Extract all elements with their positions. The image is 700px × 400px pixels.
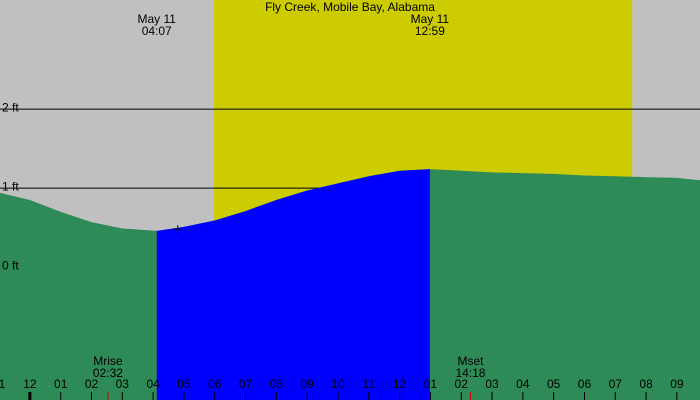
rising-tide-area [156, 169, 430, 400]
event-date: May 11 [137, 12, 176, 26]
moon-label: Mset [457, 354, 484, 368]
x-tick-label: 02 [85, 377, 99, 391]
x-tick-label: 07 [239, 377, 253, 391]
x-tick-label: 01 [424, 377, 438, 391]
x-tick-label: 11 [363, 377, 376, 391]
x-tick-label: 03 [485, 377, 499, 391]
x-tick-label: 10 [331, 377, 345, 391]
moon-time: 02:32 [93, 366, 123, 380]
x-tick-label: 06 [578, 377, 592, 391]
x-tick-label: 01 [54, 377, 68, 391]
x-tick-label: 09 [300, 377, 314, 391]
chart-title: Fly Creek, Mobile Bay, Alabama [265, 0, 435, 14]
x-tick-label: 08 [639, 377, 653, 391]
x-tick-label: 05 [177, 377, 191, 391]
event-time: 12:59 [415, 24, 445, 38]
y-tick-label: 1 ft [2, 179, 19, 193]
x-tick-label: 11 [0, 377, 6, 391]
x-tick-label: 02 [455, 377, 469, 391]
x-tick-label: 03 [116, 377, 130, 391]
moon-time: 14:18 [455, 366, 485, 380]
moon-label: Mrise [93, 354, 123, 368]
x-tick-label: 09 [670, 377, 684, 391]
x-tick-label: 04 [146, 377, 160, 391]
x-tick-label: 12 [23, 377, 37, 391]
x-tick-label: 06 [208, 377, 222, 391]
time-marker [173, 225, 182, 234]
y-tick-label: 0 ft [2, 258, 19, 272]
x-tick-label: 05 [547, 377, 561, 391]
x-tick-label: 07 [609, 377, 623, 391]
x-tick-label: 08 [270, 377, 284, 391]
x-tick-label: 12 [393, 377, 407, 391]
event-date: May 11 [411, 12, 450, 26]
event-time: 04:07 [142, 24, 172, 38]
y-tick-label: 2 ft [2, 100, 19, 114]
x-tick-label: 04 [516, 377, 530, 391]
